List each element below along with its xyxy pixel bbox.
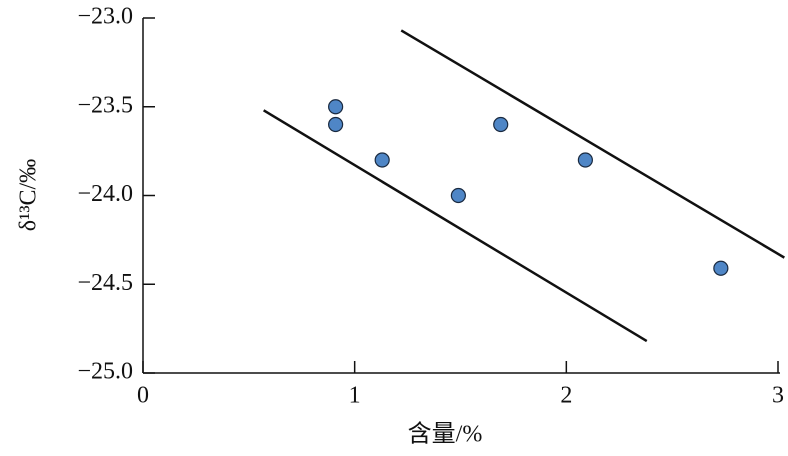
x-tick-label: 3: [772, 383, 784, 409]
y-tick-label: −23.5: [77, 92, 133, 118]
x-tick-label: 0: [137, 383, 149, 409]
y-tick-label: −24.5: [77, 270, 133, 296]
y-tick-label: −25.0: [77, 359, 133, 385]
y-tick-label: −24.0: [77, 181, 133, 207]
x-tick-label: 2: [560, 383, 572, 409]
point: [713, 260, 729, 276]
point: [577, 152, 593, 168]
point: [493, 116, 509, 133]
point: [450, 187, 466, 204]
point: [328, 116, 344, 133]
point: [328, 99, 344, 115]
x-axis-label: 含量/%: [408, 421, 483, 448]
point: [374, 152, 390, 168]
y-tick-label: −23.0: [77, 4, 133, 30]
trend-line: [400, 29, 785, 259]
trend-line: [263, 109, 648, 343]
y-axis-label: δ¹³C/‰: [16, 159, 42, 231]
x-tick-label: 1: [349, 383, 361, 409]
